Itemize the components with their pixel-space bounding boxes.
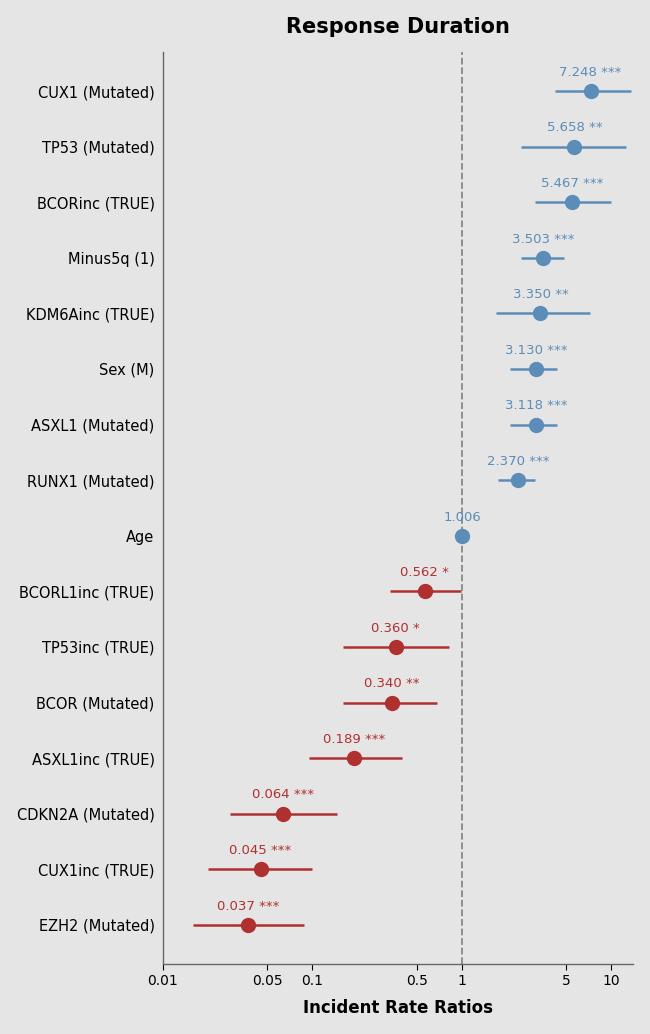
Text: 0.562 *: 0.562 * <box>400 566 449 579</box>
Text: 0.045 ***: 0.045 *** <box>229 844 292 857</box>
Text: 5.467 ***: 5.467 *** <box>541 177 603 190</box>
X-axis label: Incident Rate Ratios: Incident Rate Ratios <box>303 999 493 1017</box>
Text: 1.006: 1.006 <box>443 511 481 523</box>
Text: 7.248 ***: 7.248 *** <box>560 66 622 79</box>
Title: Response Duration: Response Duration <box>286 17 510 36</box>
Text: 3.130 ***: 3.130 *** <box>505 343 567 357</box>
Text: 0.037 ***: 0.037 *** <box>216 900 279 913</box>
Text: 0.340 **: 0.340 ** <box>364 677 420 691</box>
Text: 2.370 ***: 2.370 *** <box>487 455 549 468</box>
Text: 3.118 ***: 3.118 *** <box>504 399 567 413</box>
Text: 3.503 ***: 3.503 *** <box>512 233 575 245</box>
Text: 0.360 *: 0.360 * <box>371 621 420 635</box>
Text: 3.350 **: 3.350 ** <box>513 288 568 301</box>
Text: 5.658 **: 5.658 ** <box>547 121 603 134</box>
Text: 0.064 ***: 0.064 *** <box>252 789 315 801</box>
Text: 0.189 ***: 0.189 *** <box>322 733 385 746</box>
